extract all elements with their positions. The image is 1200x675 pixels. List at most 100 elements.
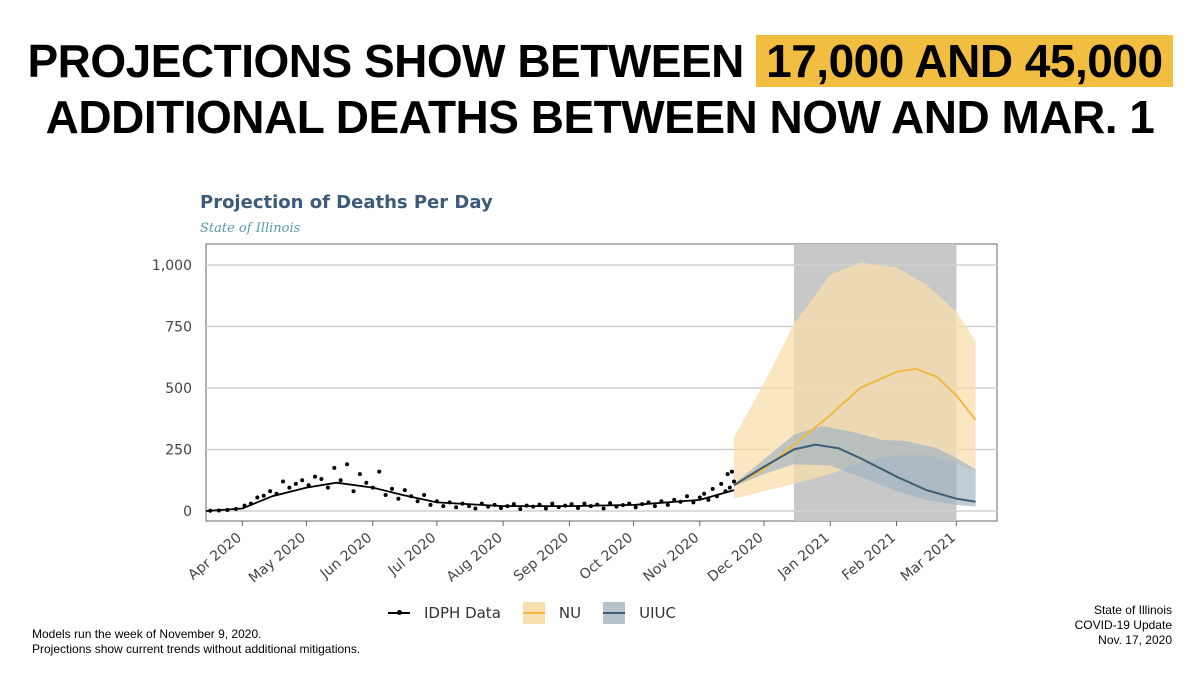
idph-data-point [608,501,613,506]
idph-data-point [248,501,253,506]
idph-data-point [725,472,730,477]
x-tick-label: Aug 2020 [444,530,506,586]
footnote-line-2: Projections show current trends without … [32,642,361,656]
idph-data-point [409,494,414,499]
x-tick-label: Jun 2020 [317,530,376,583]
idph-data-point [543,506,548,511]
y-tick-label: 750 [165,320,192,336]
legend-key-nu [522,602,545,624]
idph-data-point [268,489,273,494]
idph-data-point [332,465,337,470]
y-tick-label: 250 [165,443,192,459]
idph-data-point [357,472,362,477]
x-tick-label: Jan 2021 [775,530,833,583]
idph-data-point [441,504,446,509]
x-tick-label: Nov 2020 [640,530,702,586]
idph-data-point [640,502,645,507]
idph-data-point [563,503,568,508]
idph-data-point [402,488,407,493]
idph-data-point [601,506,606,511]
idph-data-point [710,486,715,491]
idph-data-point [646,500,651,505]
idph-data-point [576,506,580,510]
x-tick-label: Dec 2020 [705,530,767,585]
legend-label-idph: IDPH Data [424,604,501,622]
idph-data-point [691,500,696,505]
credit-line-1: State of Illinois [1093,603,1172,617]
idph-data-point [697,495,702,500]
footnote: Models run the week of November 9, 2020.… [32,627,360,657]
idph-data-point [732,479,736,484]
legend-label-nu: NU [558,604,582,622]
idph-data-point [460,501,465,506]
x-tick-label: Mar 2021 [898,530,959,585]
idph-data-point [537,502,542,507]
idph-data-point [370,485,375,490]
idph-data-point [364,480,369,485]
idph-data-point [313,474,317,479]
uiuc-confidence-band [734,426,976,507]
uiuc-projection-line [733,443,976,503]
headline-highlight: 17,000 AND 45,000 [756,35,1173,87]
idph-data-point [216,508,221,513]
nu-projection-line [733,367,977,487]
idph-data-point [499,506,503,510]
idph-data-point [287,485,292,490]
idph-data-point [422,493,427,497]
footnote-line-1: Models run the week of November 9, 2020. [32,627,262,641]
idph-data-point [415,499,420,504]
idph-data-point [242,503,247,508]
idph-trend-line [205,481,735,512]
idph-data-point [678,499,683,504]
idph-data-point [702,491,707,496]
idph-data-point [719,481,724,486]
headline-line-2: ADDITIONAL DEATHS BETWEEN NOW AND MAR. 1 [45,91,1155,143]
idph-data-point [729,469,734,474]
headline-line-1: PROJECTIONS SHOW BETWEEN 17,000 AND 45,0… [0,32,1200,90]
idph-data-point [225,508,230,512]
idph-data-point [319,477,324,481]
idph-data-point [454,505,459,510]
idph-data-point [595,502,600,507]
idph-data-point [293,481,298,486]
idph-data-point [396,496,401,501]
x-tick-label: Apr 2020 [185,530,245,584]
idph-data-point [473,506,478,511]
idph-data-point [351,489,356,494]
idph-data-point [300,478,305,483]
idph-data-point [390,486,394,491]
idph-data-point [505,504,510,509]
idph-data-point [582,501,587,506]
y-tick-label: 500 [165,381,192,397]
y-tick-label: 1,000 [152,258,192,274]
legend-label-uiuc: UIUC [639,604,676,622]
idph-data-point [569,502,574,507]
credit-line-2: COVID-19 Update [1074,618,1172,632]
idph-data-point [727,485,732,490]
y-tick-label: 0 [183,504,192,520]
idph-data-point [274,491,279,496]
idph-data-point [486,504,491,509]
idph-data-point [479,501,484,506]
idph-data-point [434,499,439,504]
idph-data-point [556,505,561,510]
idph-data-point [652,504,657,509]
idph-data-point [281,479,285,484]
legend-key-idph [388,602,410,624]
idph-data-point [208,508,213,513]
legend-item-idph: IDPH Data [388,602,501,624]
legend-item-nu: NU [522,602,582,624]
idph-data-point [633,505,638,510]
idph-data-point [306,483,311,488]
x-tick-label: Jul 2020 [385,530,440,580]
x-tick-label: Oct 2020 [577,530,637,584]
credit-line-3: Nov. 17, 2020 [1098,633,1172,647]
idph-data-point [261,493,266,498]
idph-data-point [377,469,382,474]
idph-data-point [723,489,728,494]
source-credit: State of Illinois COVID-19 Update Nov. 1… [1075,603,1172,648]
idph-data-point [233,507,238,511]
idph-data-point [338,478,343,483]
chart-legend: IDPH Data NU UIUC [388,600,698,626]
